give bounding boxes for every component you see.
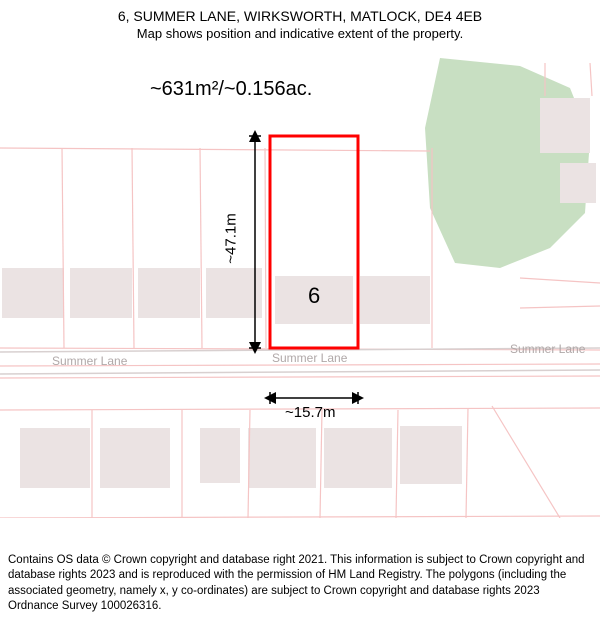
road-label-1: Summer Lane: [52, 354, 127, 368]
header: 6, SUMMER LANE, WIRKSWORTH, MATLOCK, DE4…: [0, 0, 600, 45]
page-subtitle: Map shows position and indicative extent…: [10, 26, 590, 41]
map-svg: [0, 48, 600, 518]
page-title: 6, SUMMER LANE, WIRKSWORTH, MATLOCK, DE4…: [10, 8, 590, 24]
height-dimension: ~47.1m: [223, 213, 240, 263]
road-label-2: Summer Lane: [272, 351, 347, 365]
copyright-footer: Contains OS data © Crown copyright and d…: [0, 547, 600, 625]
property-number: 6: [308, 283, 320, 309]
road-label-3: Summer Lane: [510, 342, 585, 356]
width-dimension: ~15.7m: [285, 404, 335, 421]
map-canvas: ~631m²/~0.156ac. ~47.1m ~15.7m 6 Summer …: [0, 48, 600, 518]
area-label: ~631m²/~0.156ac.: [150, 78, 312, 101]
